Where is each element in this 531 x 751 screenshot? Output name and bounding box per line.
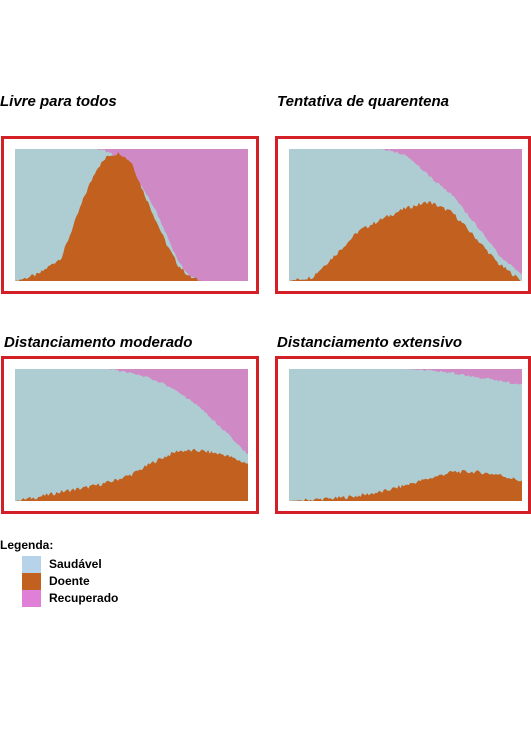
area-recovered-attempted-quarantine (289, 149, 522, 275)
chart-free-for-all (15, 149, 248, 281)
area-sick-free-for-all (15, 152, 248, 281)
panel-title-moderate-distancing: Distanciamento moderado (4, 334, 193, 351)
legend-label-sick: Doente (49, 574, 90, 588)
area-sick-attempted-quarantine (289, 201, 522, 281)
legend-swatch-recovered (22, 590, 41, 607)
legend-swatch-healthy (22, 556, 41, 573)
chart-frame-extensive-distancing (275, 356, 531, 514)
area-sick-extensive-distancing (289, 470, 522, 501)
legend-title: Legenda: (0, 538, 54, 552)
legend-label-healthy: Saudável (49, 557, 102, 571)
chart-attempted-quarantine (289, 149, 522, 281)
chart-extensive-distancing (289, 369, 522, 501)
area-sick-moderate-distancing (15, 449, 248, 501)
chart-frame-free-for-all (1, 136, 259, 294)
chart-moderate-distancing (15, 369, 248, 501)
area-recovered-extensive-distancing (289, 369, 522, 385)
panel-title-extensive-distancing: Distanciamento extensivo (277, 334, 463, 351)
panel-title-attempted-quarantine: Tentativa de quarentena (277, 93, 449, 110)
chart-frame-attempted-quarantine (275, 136, 531, 294)
chart-frame-moderate-distancing (1, 356, 259, 514)
panel-title-free-for-all: Livre para todos (0, 93, 117, 110)
legend-swatch-sick (22, 573, 41, 590)
area-recovered-free-for-all (15, 149, 248, 281)
area-recovered-moderate-distancing (15, 369, 248, 454)
legend-label-recovered: Recuperado (49, 591, 119, 605)
